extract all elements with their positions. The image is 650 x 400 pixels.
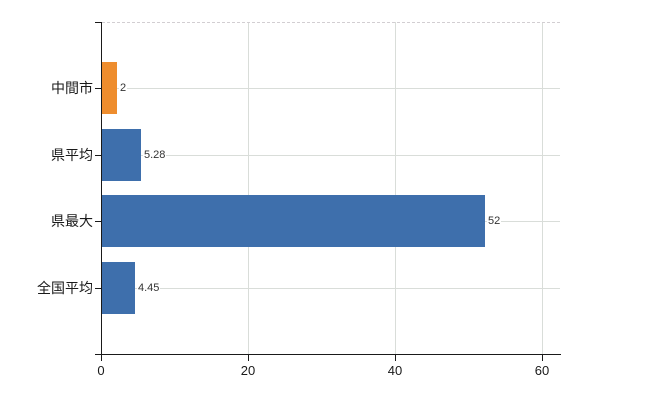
gridline-vertical xyxy=(542,22,543,354)
x-tick-label: 40 xyxy=(387,363,403,378)
bar-value-label: 2 xyxy=(119,82,128,95)
y-axis-tick xyxy=(95,88,101,89)
bar xyxy=(102,195,485,247)
category-label: 全国平均 xyxy=(37,280,93,296)
bar-value-label: 4.45 xyxy=(137,282,161,295)
y-axis-line xyxy=(101,22,102,355)
bar xyxy=(102,129,141,181)
gridline-top-dashed xyxy=(102,22,560,23)
y-axis-tick xyxy=(95,221,101,222)
y-axis-tick xyxy=(95,288,101,289)
category-label: 県平均 xyxy=(51,147,93,163)
gridline-horizontal xyxy=(102,288,560,289)
bar-value-label: 5.28 xyxy=(143,149,167,162)
x-axis-tick xyxy=(101,355,102,361)
gridline-vertical xyxy=(395,22,396,354)
bar-value-label: 52 xyxy=(487,215,502,228)
bar xyxy=(102,262,135,314)
x-axis-tick xyxy=(248,355,249,361)
bar xyxy=(102,62,117,114)
y-axis-top-tick xyxy=(95,22,101,23)
gridline-horizontal xyxy=(102,88,560,89)
category-label: 県最大 xyxy=(51,213,93,229)
gridline-vertical xyxy=(248,22,249,354)
x-tick-label: 20 xyxy=(240,363,256,378)
category-label: 中間市 xyxy=(51,80,93,96)
x-axis-tick xyxy=(542,355,543,361)
x-tick-label: 0 xyxy=(97,363,105,378)
x-tick-label: 60 xyxy=(534,363,550,378)
x-axis-line xyxy=(95,354,561,355)
y-axis-tick xyxy=(95,155,101,156)
gridline-horizontal xyxy=(102,155,560,156)
x-axis-tick xyxy=(395,355,396,361)
